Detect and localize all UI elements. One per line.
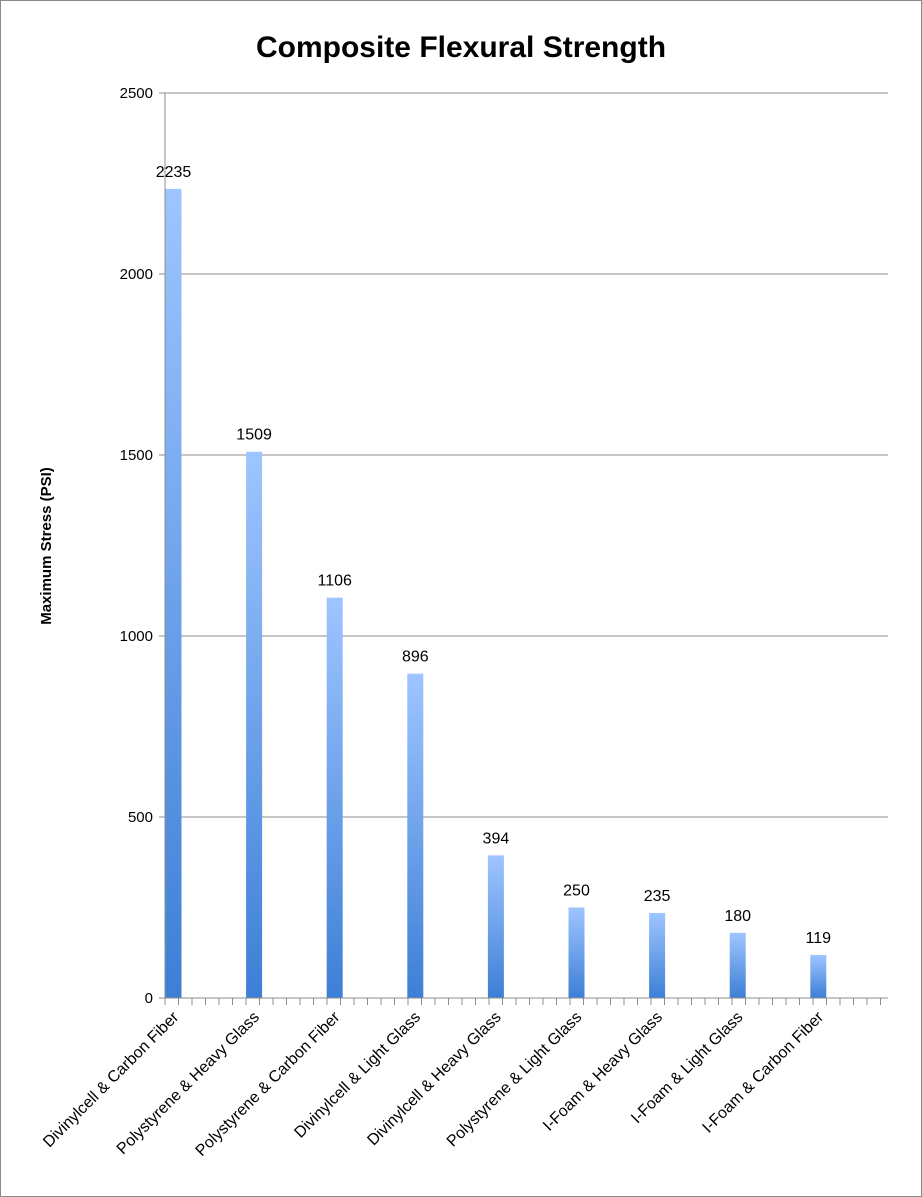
x-category-label: Divinylcell & Carbon Fiber xyxy=(40,1008,183,1151)
data-label: 2235 xyxy=(156,164,192,181)
y-tick-label: 2500 xyxy=(120,85,153,102)
bar xyxy=(326,597,343,998)
bar xyxy=(407,673,424,998)
bar xyxy=(246,451,263,998)
y-axis-label: Maximum Stress (PSI) xyxy=(38,467,55,625)
data-label: 250 xyxy=(563,883,590,900)
x-category-label: Polystyrene & Light Glass xyxy=(444,1009,586,1151)
bars xyxy=(165,188,827,998)
y-tick-label: 1500 xyxy=(120,447,153,464)
y-tick-label: 1000 xyxy=(120,628,153,645)
data-label: 1509 xyxy=(236,427,272,444)
y-tick-label: 0 xyxy=(145,990,153,1007)
data-label: 896 xyxy=(402,649,429,666)
data-label: 394 xyxy=(483,830,510,847)
x-category-label: Polystyrene & Heavy Glass xyxy=(114,1009,263,1158)
x-category-label: Polystyrene & Carbon Fiber xyxy=(193,1008,344,1159)
data-label: 235 xyxy=(644,888,671,905)
bar xyxy=(649,912,666,998)
y-axis-ticks: 0 500 1000 1500 2000 2500 xyxy=(120,85,165,1007)
data-label: 1106 xyxy=(317,573,352,590)
chart-title: Composite Flexural Strength xyxy=(256,31,666,64)
y-tick-label: 500 xyxy=(128,809,153,826)
bar xyxy=(568,907,585,998)
data-label: 180 xyxy=(724,908,751,925)
bar xyxy=(487,855,504,998)
x-category-label: Divinylcell & Heavy Glass xyxy=(364,1009,504,1149)
y-tick-label: 2000 xyxy=(120,266,153,283)
bar xyxy=(165,188,182,998)
bar xyxy=(810,954,827,998)
gridlines xyxy=(165,92,888,818)
bar xyxy=(729,932,746,998)
data-labels: 2235 1509 1106 896 394 250 235 180 119 xyxy=(156,164,831,947)
data-label: 119 xyxy=(806,930,832,947)
axes xyxy=(164,93,888,1005)
